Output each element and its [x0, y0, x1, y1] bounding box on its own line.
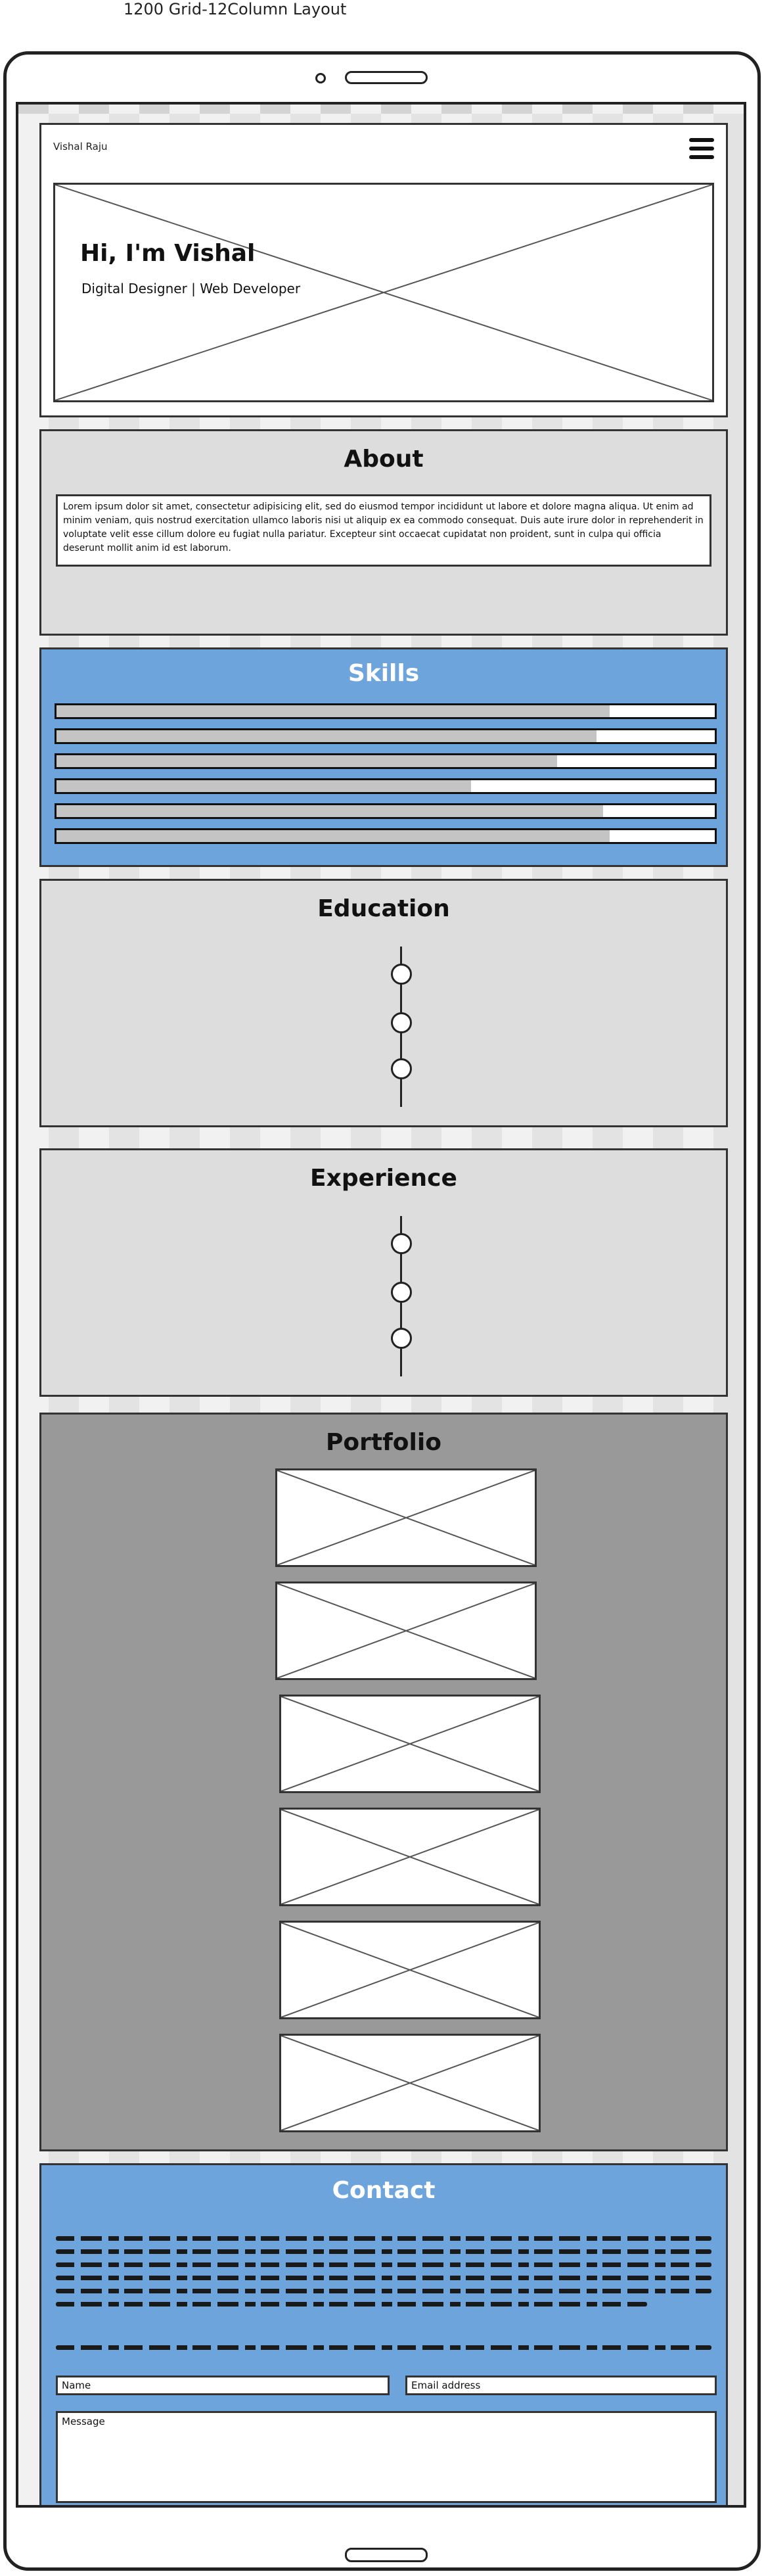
portfolio-item[interactable]: [279, 1921, 541, 2019]
portfolio-item[interactable]: [279, 1695, 541, 1793]
timeline-node[interactable]: [391, 1058, 412, 1079]
experience-title: Experience: [310, 1165, 457, 1192]
image-placeholder-icon: [281, 1810, 539, 1904]
placeholder-text-line: [56, 2289, 711, 2293]
image-placeholder-icon: [281, 1923, 539, 2017]
hero-subtitle: Digital Designer | Web Developer: [81, 281, 301, 296]
skill-bar-fill: [56, 805, 603, 817]
email-input[interactable]: [405, 2376, 717, 2395]
education-section: Education: [39, 879, 728, 1127]
contact-title: Contact: [332, 2177, 436, 2204]
education-timeline: [390, 947, 413, 1107]
placeholder-text-line: [56, 2302, 647, 2307]
skill-bar: [55, 778, 717, 794]
about-title: About: [344, 446, 424, 473]
about-section: About Lorem ipsum dolor sit amet, consec…: [39, 429, 728, 636]
image-placeholder-icon: [281, 1697, 539, 1791]
timeline-node[interactable]: [391, 1233, 412, 1254]
placeholder-text-line: [56, 2276, 711, 2280]
skill-bar-fill: [56, 755, 557, 767]
speaker-icon: [345, 71, 428, 84]
placeholder-text-line: [56, 2249, 711, 2254]
skill-bar-fill: [56, 705, 610, 717]
experience-timeline: [390, 1216, 413, 1376]
placeholder-text-line: [56, 2262, 711, 2267]
placeholder-text-line: [56, 2236, 711, 2241]
skill-bar-fill: [56, 730, 597, 742]
placeholder-text-line: [56, 2345, 711, 2350]
skill-bar: [55, 703, 717, 719]
hero-image-placeholder: Hi, I'm Vishal Digital Designer | Web De…: [53, 183, 714, 402]
camera-icon: [315, 73, 326, 83]
portfolio-item[interactable]: [279, 1808, 541, 1906]
about-text: Lorem ipsum dolor sit amet, consectetur …: [56, 494, 711, 567]
portfolio-item[interactable]: [275, 1468, 537, 1567]
timeline-node[interactable]: [391, 1012, 412, 1033]
home-button-icon: [345, 2548, 428, 2562]
image-placeholder-icon: [55, 185, 712, 400]
timeline-node[interactable]: [391, 964, 412, 985]
education-title: Education: [317, 895, 450, 922]
skill-bar: [55, 753, 717, 769]
portfolio-section: Portfolio: [39, 1413, 728, 2151]
skill-bar: [55, 728, 717, 744]
screen: Vishal Raju Hi, I'm Vishal Digital Desig…: [16, 102, 746, 2508]
portfolio-item[interactable]: [275, 1581, 537, 1680]
brand-name[interactable]: Vishal Raju: [53, 141, 108, 152]
layout-caption: 1200 Grid-12Column Layout: [124, 0, 347, 18]
skills-title: Skills: [348, 660, 420, 687]
name-input[interactable]: [56, 2376, 390, 2395]
portfolio-item[interactable]: [279, 2034, 541, 2132]
header-section: Vishal Raju Hi, I'm Vishal Digital Desig…: [39, 123, 728, 417]
timeline-node[interactable]: [391, 1328, 412, 1349]
message-textarea[interactable]: [56, 2411, 717, 2503]
timeline-node[interactable]: [391, 1282, 412, 1303]
column-grid-guide: [18, 105, 744, 114]
image-placeholder-icon: [277, 1470, 535, 1565]
portfolio-title: Portfolio: [326, 1429, 441, 1456]
image-placeholder-icon: [277, 1583, 535, 1678]
image-placeholder-icon: [281, 2036, 539, 2130]
phone-frame: Vishal Raju Hi, I'm Vishal Digital Desig…: [3, 51, 761, 2571]
skills-section: Skills: [39, 647, 728, 867]
contact-section: Contact Submit: [39, 2163, 728, 2505]
skill-bar-fill: [56, 830, 610, 842]
experience-section: Experience: [39, 1148, 728, 1397]
skill-bar-fill: [56, 780, 472, 792]
hamburger-menu-icon[interactable]: [689, 138, 714, 160]
skill-bar: [55, 803, 717, 819]
hero-title: Hi, I'm Vishal: [80, 240, 256, 267]
skill-bar: [55, 828, 717, 844]
